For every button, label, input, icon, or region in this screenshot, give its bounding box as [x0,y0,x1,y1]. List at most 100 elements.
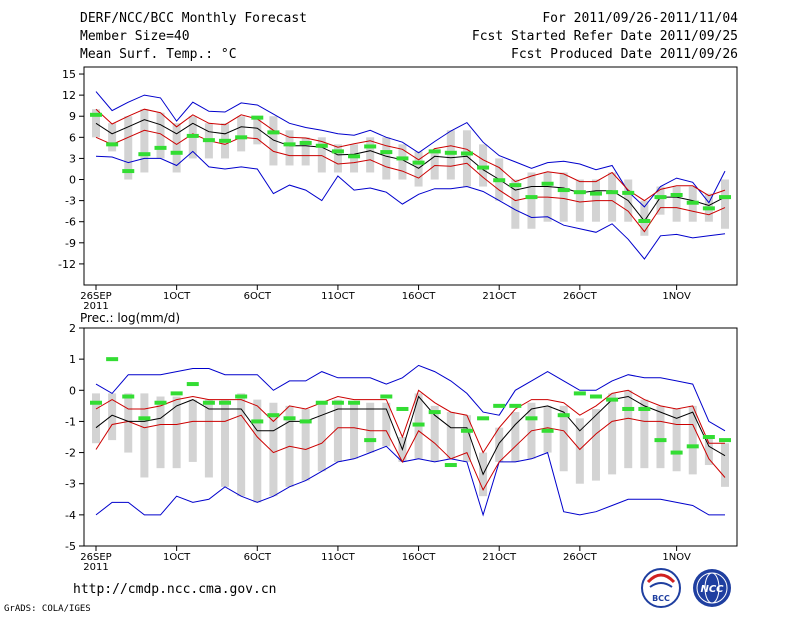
temp-median-mark [606,190,619,195]
precip-median-mark [90,400,102,405]
temp-box [285,130,294,166]
temp-ytick-label: 12 [62,89,76,102]
temp-median-mark [299,140,312,145]
variable-label: Mean Surf. Temp.: °C [80,47,237,62]
temp-median-mark [622,190,635,195]
temp-ytick-label: -3 [65,195,76,208]
temp-median-mark [251,115,264,120]
precip-ytick-label: -2 [65,447,76,460]
temp-box [333,144,342,173]
precip-box [188,399,197,462]
precip-median-mark [444,463,457,468]
precip-box [92,393,100,444]
precip-box [656,405,665,469]
temp-box [527,172,536,229]
precip-box [172,396,181,469]
precip-median-mark [299,419,312,424]
precip-box [721,443,729,487]
temp-xtick-label: 6OCT [244,291,272,302]
temp-ytick-label: -6 [65,216,76,229]
temp-box [253,116,262,145]
bcc-logo-text: BCC [652,594,670,603]
temp-ytick-label: 9 [69,110,76,123]
precip-box [462,415,471,462]
temp-box [446,130,455,180]
precip-year-label: 2011 [83,562,108,573]
temp-xtick-label: 1OCT [163,291,191,302]
precip-frame [83,327,738,547]
precip-ensemble-mean-line [95,395,726,476]
temp-median-mark [719,195,731,200]
website-url[interactable]: http://cmdp.ncc.cma.gov.cn [73,582,277,597]
temp-ytick-label: -12 [58,258,76,271]
precip-ytick-label: 2 [69,322,76,335]
precip-box [430,405,439,462]
temp-spread-lower-line [95,129,726,233]
temp-box [350,144,359,173]
precip-ytick-label: -3 [65,478,76,491]
precip-median-mark [654,438,667,443]
precip-median-mark [364,438,377,443]
temp-box [366,137,375,173]
precip-median-mark [477,416,490,421]
temp-box [462,130,471,187]
precip-median-mark [412,422,425,427]
precip-box [704,437,713,466]
temp-median-mark [106,142,119,147]
temp-box [608,172,617,222]
precip-box [382,402,391,447]
temp-median-mark [202,138,215,143]
temp-median-mark [412,160,425,165]
precip-median-mark [315,400,328,405]
precip-spread-lower-line [95,414,726,492]
precip-median-mark [606,397,619,402]
precip-box [253,399,262,503]
temp-frame [83,66,738,286]
temp-box [237,116,246,152]
precip-median-mark [380,394,393,399]
precip-box [124,393,133,453]
precip-median-mark [122,394,135,399]
temp-median-mark [154,145,167,150]
temp-box [269,116,278,166]
temp-median-mark [460,151,473,156]
precip-ytick-label: 0 [69,384,76,397]
temp-median-mark [573,190,586,195]
temp-ytick-label: 6 [69,131,76,144]
precip-box [366,402,375,453]
temp-median-mark [477,165,490,170]
temp-median-mark [686,200,699,205]
temp-box [108,123,117,152]
precip-median-mark [557,413,570,418]
temp-ytick-label: 15 [62,68,76,81]
temp-median-mark [428,149,441,154]
temp-median-mark [283,142,296,147]
forecast-period: For 2011/09/26-2011/11/04 [542,11,738,26]
temp-box [398,144,407,180]
precip-median-mark [235,394,248,399]
temp-median-mark [315,143,328,148]
precip-ensemble-min-line [95,445,725,517]
temp-median-mark [235,135,248,140]
precip-xtick-label: 6OCT [244,552,272,563]
temp-xtick-label: 1NOV [662,291,691,302]
ncc-logo-text: NCC [700,584,724,595]
temp-xtick-label: 16OCT [402,291,437,302]
precip-median-mark [719,438,731,443]
precip-box [608,393,617,475]
temp-median-mark [90,112,102,117]
temp-median-mark [186,133,199,138]
temp-median-mark [267,130,280,135]
precip-box [317,402,326,472]
temp-xtick-label: 26SEP [80,291,111,302]
precip-box [624,390,633,469]
precip-xtick-label: 21OCT [482,552,517,563]
precip-box [688,405,697,475]
temp-median-mark [170,150,183,155]
temp-median-mark [654,195,667,200]
temp-ensemble-min-line [95,150,726,260]
temp-year-label: 2011 [83,301,108,312]
temp-box [414,151,423,187]
bcc-logo: BCC [641,568,681,608]
precip-box [511,412,520,462]
